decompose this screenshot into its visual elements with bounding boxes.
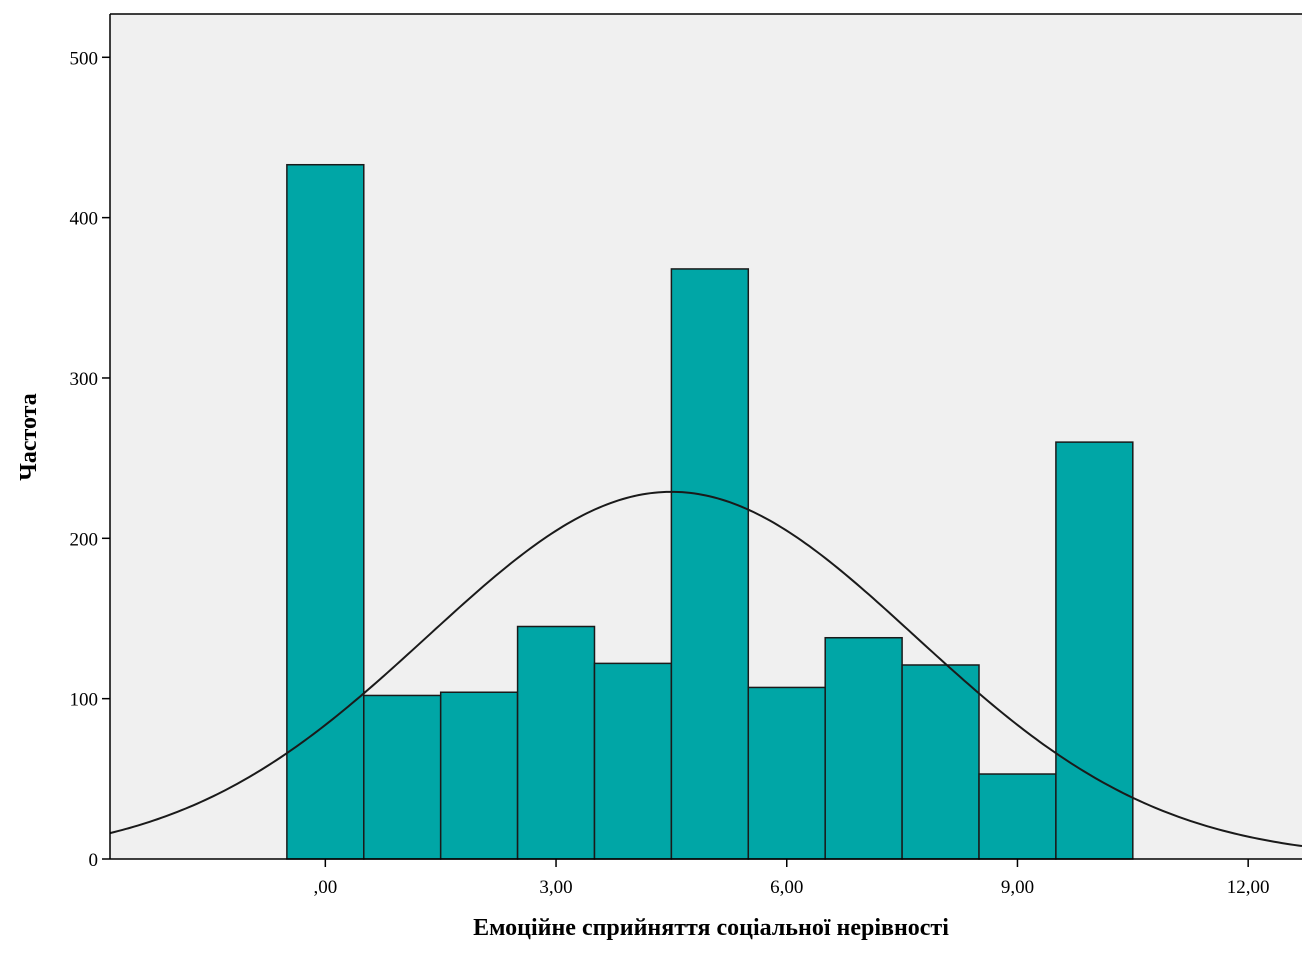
bars-group: [286, 163, 1134, 860]
x-ticks-group: ,00 3,00 6,00 9,00 12,00: [313, 859, 1270, 898]
histogram-bar-9: [978, 773, 1057, 860]
histogram-bar-1: [363, 694, 442, 860]
histogram-bar-8: [901, 664, 980, 860]
x-tick-label-1: 3,00: [539, 877, 572, 898]
histogram-bar-10: [1055, 441, 1134, 860]
normal-curve: [109, 490, 1302, 848]
x-tick-label-2: 6,00: [770, 877, 803, 898]
y-tick-label-1: 100: [70, 690, 99, 711]
histogram-bar-3: [516, 625, 596, 860]
y-tick-label-2: 200: [70, 529, 99, 550]
histogram-bar-5: [670, 268, 750, 860]
y-axis-title: Частота: [16, 393, 42, 481]
histogram-bar-4: [593, 662, 673, 860]
histogram-bar-2: [439, 691, 519, 860]
histogram-bar-0: [286, 163, 365, 860]
y-ticks-group: 0 100 200 300 400 500: [70, 48, 110, 871]
histogram-bar-6: [747, 686, 826, 860]
y-tick-label-5: 500: [70, 48, 99, 69]
x-axis-title: Емоційне сприйняття соціальної нерівност…: [473, 915, 949, 941]
x-tick-label-3: 9,00: [1001, 877, 1034, 898]
x-tick-label-0: ,00: [313, 877, 337, 898]
y-tick-label-4: 400: [70, 209, 99, 230]
histogram-bar-7: [824, 636, 903, 860]
x-tick-label-4: 12,00: [1227, 877, 1270, 898]
y-tick-label-3: 300: [70, 369, 99, 390]
axes-group: [109, 13, 1302, 860]
y-tick-label-0: 0: [89, 850, 99, 871]
